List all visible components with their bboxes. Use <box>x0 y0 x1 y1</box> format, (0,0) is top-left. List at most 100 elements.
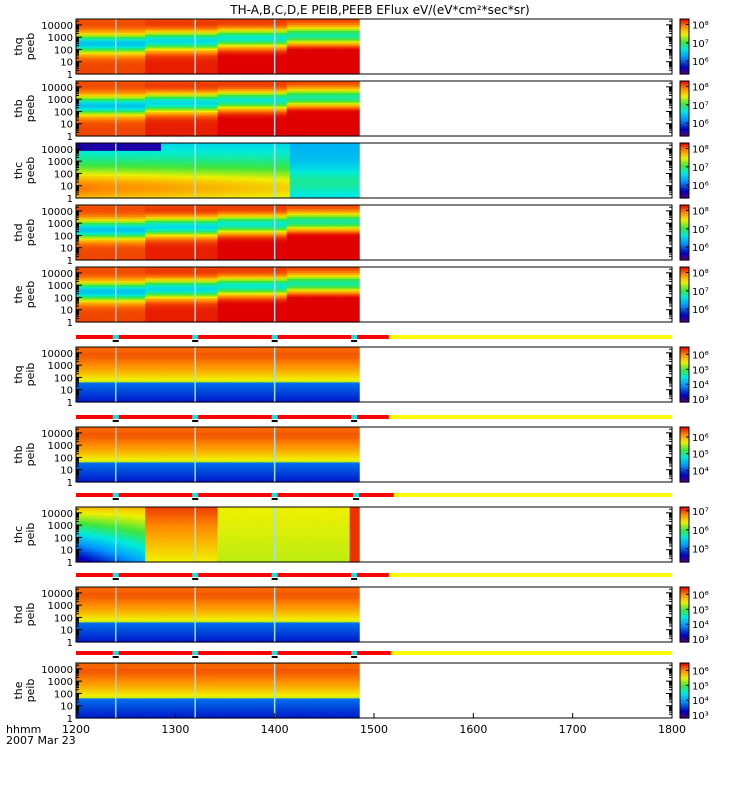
spectrogram-cell <box>315 24 319 28</box>
spectrogram-cell <box>274 44 278 48</box>
spectrogram-cell <box>94 38 99 42</box>
spectrogram-cell <box>280 20 285 24</box>
spectrogram-cell <box>138 62 143 65</box>
spectrogram-cell <box>107 94 112 98</box>
spectrogram-cell <box>315 30 319 34</box>
spectrogram-cell <box>182 36 187 40</box>
spectrogram-cell <box>264 26 269 30</box>
spectrogram-cell <box>120 52 124 55</box>
spectrogram-cell <box>91 92 96 96</box>
spectrogram-cell <box>299 28 304 32</box>
spectrogram-cell <box>82 102 87 106</box>
spectrogram-cell <box>104 30 109 34</box>
spectrogram-cell <box>91 128 96 131</box>
spectrogram-cell <box>271 44 275 48</box>
spectrogram-cell <box>132 60 137 63</box>
spectrogram-cell <box>352 62 357 65</box>
spectrogram-cell <box>255 60 260 63</box>
spectrogram-cell <box>104 116 109 119</box>
spectrogram-cell <box>315 56 319 59</box>
spectrogram-cell <box>249 50 253 53</box>
spectrogram-cell <box>293 56 297 59</box>
spectrogram-cell <box>333 58 338 61</box>
spectrogram-cell <box>107 72 112 75</box>
spectrogram-cell <box>157 50 162 53</box>
spectrogram-cell <box>267 60 272 63</box>
spectrogram-cell <box>239 46 244 50</box>
spectrogram-cell <box>252 62 256 65</box>
spectrogram-cell <box>173 50 178 53</box>
spectrogram-cell <box>214 46 219 50</box>
spectrogram-cell <box>145 26 149 30</box>
spectrogram-cell <box>145 112 149 115</box>
spectrogram-cell <box>110 44 115 48</box>
spectrogram-cell <box>176 26 181 30</box>
spectrogram-cell <box>192 58 197 61</box>
spectrogram-cell <box>233 19 238 22</box>
spectrogram-cell <box>255 34 260 38</box>
spectrogram-cell <box>142 32 146 36</box>
spectrogram-cell <box>315 26 319 30</box>
spectrogram-cell <box>302 36 307 40</box>
spectrogram-cell <box>123 130 127 133</box>
spectrogram-cell <box>223 64 228 67</box>
spectrogram-cell <box>167 30 171 34</box>
spectrogram-cell <box>94 34 99 38</box>
spectrogram-cell <box>245 58 250 61</box>
spectrogram-cell <box>94 26 99 30</box>
spectrogram-cell <box>116 114 121 117</box>
spectrogram-cell <box>126 86 131 90</box>
spectrogram-cell <box>308 64 313 67</box>
spectrogram-cell <box>135 88 140 92</box>
spectrogram-cell <box>145 110 149 114</box>
spectrogram-cell <box>132 120 137 123</box>
spectrogram-cell <box>107 44 112 48</box>
spectrogram-cell <box>355 22 360 26</box>
spectrogram-cell <box>104 60 109 63</box>
spectrogram-cell <box>160 20 165 24</box>
spectrogram-cell <box>98 81 102 84</box>
spectrogram-cell <box>302 34 307 38</box>
spectrogram-cell <box>349 34 354 38</box>
spectrogram-cell <box>142 60 146 63</box>
spectrogram-cell <box>189 66 193 69</box>
spectrogram-cell <box>82 52 87 55</box>
spectrogram-cell <box>94 54 99 57</box>
spectrogram-cell <box>311 28 316 32</box>
spectrogram-cell <box>311 42 316 46</box>
spectrogram-cell <box>211 24 216 28</box>
spectrogram-cell <box>82 104 87 108</box>
spectrogram-cell <box>349 60 354 63</box>
spectrogram-cell <box>249 24 253 28</box>
spectrogram-cell <box>261 72 266 75</box>
spectrogram-cell <box>176 60 181 63</box>
spectrogram-cell <box>129 88 134 92</box>
spectrogram-cell <box>107 19 112 22</box>
spectrogram-cell <box>179 28 184 32</box>
spectrogram-cell <box>129 24 134 28</box>
spectrogram-cell <box>173 62 178 65</box>
spectrogram-cell <box>138 118 143 121</box>
spectrogram-cell <box>116 94 121 98</box>
spectrogram-cell <box>274 28 278 32</box>
spectrogram-cell <box>138 102 143 106</box>
spectrogram-cell <box>343 42 348 46</box>
spectrogram-cell <box>195 64 200 67</box>
spectrogram-cell <box>107 96 112 100</box>
spectrogram-cell <box>226 20 231 24</box>
spectrogram-cell <box>145 64 149 67</box>
spectrogram-cell <box>261 48 266 52</box>
spectrogram-cell <box>126 20 131 24</box>
spectrogram-cell <box>107 28 112 32</box>
spectrogram-cell <box>101 130 105 133</box>
spectrogram-cell <box>349 44 354 48</box>
spectrogram-cell <box>289 26 294 30</box>
spectrogram-cell <box>258 36 263 40</box>
spectrogram-cell <box>132 70 137 73</box>
spectrogram-cell <box>271 22 275 26</box>
spectrogram-cell <box>289 42 294 46</box>
spectrogram-cell <box>296 19 300 22</box>
spectrogram-cell <box>120 20 124 24</box>
spectrogram-cell <box>315 62 319 65</box>
spectrogram-cell <box>324 56 329 59</box>
